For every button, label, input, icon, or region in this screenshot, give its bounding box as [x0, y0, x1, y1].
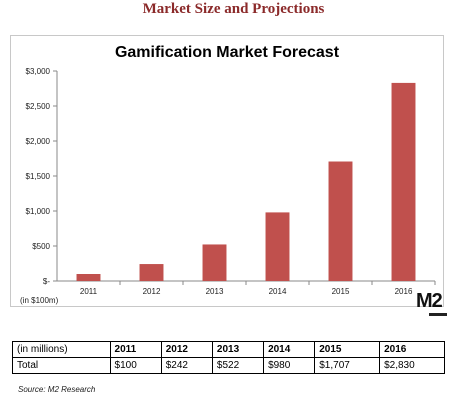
- unit-note: (in $100m): [20, 296, 59, 305]
- y-tick-label: $1,500: [26, 172, 51, 181]
- y-tick-label: $1,000: [26, 207, 51, 216]
- table-cell: $242: [160, 357, 213, 374]
- x-tick-label: 2012: [143, 287, 161, 296]
- logo-underline: [429, 313, 447, 316]
- table-header-cell: 2012: [160, 341, 213, 358]
- bar: [391, 82, 416, 282]
- x-tick-label: 2013: [206, 287, 224, 296]
- page-title: Market Size and Projections: [142, 1, 325, 17]
- data-table: (in millions) 2011 2012 2013 2014 2015 2…: [12, 341, 445, 374]
- x-tick-label: 2014: [269, 287, 287, 296]
- y-tick-label: $3,000: [26, 67, 51, 76]
- table-header-row: (in millions) 2011 2012 2013 2014 2015 2…: [12, 341, 445, 358]
- table-header-cell: (in millions): [12, 341, 111, 358]
- table-cell: $1,707: [314, 357, 381, 374]
- y-tick-label: $2,500: [26, 102, 51, 111]
- x-tick-label: 2015: [332, 287, 350, 296]
- source-note: Source: M2 Research: [18, 385, 96, 394]
- table-header-cell: 2014: [263, 341, 316, 358]
- table-header-cell: 2015: [314, 341, 381, 358]
- y-tick-label: $500: [32, 242, 50, 251]
- bar-chart: $- $500 $1,000 $1,500 $2,000 $2,500 $3,000 2011…: [26, 67, 436, 296]
- table-cell: $2,830: [379, 357, 445, 374]
- table-cell: $980: [263, 357, 316, 374]
- bar: [139, 264, 164, 281]
- y-tick-label: $-: [43, 277, 50, 286]
- chart-frame: Gamification Market Forecast $- $500 $1,00…: [10, 35, 447, 316]
- bar: [328, 161, 353, 281]
- bar: [76, 274, 101, 281]
- table-row: Total $100 $242 $522 $980 $1,707 $2,830: [12, 357, 445, 374]
- table-cell: $522: [211, 357, 265, 374]
- x-tick-label: 2011: [80, 287, 98, 296]
- table-header-cell: 2016: [379, 341, 445, 358]
- y-tick-label: $2,000: [26, 137, 51, 146]
- x-tick-label: 2016: [395, 287, 413, 296]
- bar: [265, 212, 290, 281]
- chart-title: Gamification Market Forecast: [114, 44, 340, 61]
- table-header-cell: 2011: [109, 341, 162, 358]
- table-header-cell: 2013: [211, 341, 265, 358]
- bar: [202, 244, 227, 281]
- table-cell: Total: [12, 357, 111, 374]
- m2-logo: M2: [416, 290, 443, 312]
- table-cell: $100: [109, 357, 162, 374]
